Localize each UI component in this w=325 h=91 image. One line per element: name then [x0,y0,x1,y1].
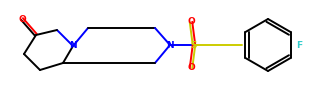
Text: F: F [296,40,302,50]
Text: N: N [69,41,77,51]
Text: O: O [187,64,195,73]
Text: O: O [18,14,26,23]
Text: N: N [166,40,174,50]
Text: S: S [191,40,197,50]
Text: O: O [187,17,195,26]
